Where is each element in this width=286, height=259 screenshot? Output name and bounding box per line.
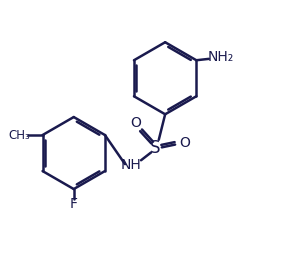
Text: CH₃: CH₃ xyxy=(8,128,30,141)
Text: NH: NH xyxy=(121,158,142,172)
Text: F: F xyxy=(70,197,78,211)
Text: S: S xyxy=(150,139,161,156)
Text: O: O xyxy=(131,116,142,130)
Text: O: O xyxy=(179,136,190,150)
Text: NH₂: NH₂ xyxy=(207,50,234,64)
